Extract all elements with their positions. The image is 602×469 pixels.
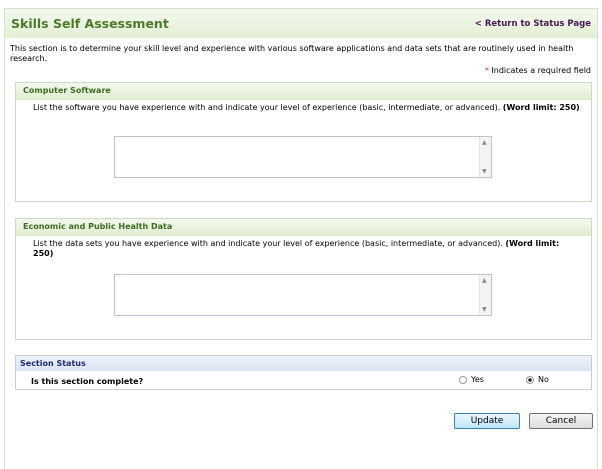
update-button[interactable]: Update <box>454 413 520 429</box>
radio-checked-icon[interactable] <box>526 375 534 384</box>
scroll-up-icon[interactable]: ▲ <box>482 139 487 146</box>
software-textarea[interactable]: ▲ ▼ <box>114 136 492 178</box>
section-title: Computer Software <box>16 83 591 100</box>
scrollbar[interactable]: ▲ ▼ <box>479 275 491 315</box>
required-note: * Indicates a required field <box>484 66 591 75</box>
radio-no[interactable]: No <box>526 375 549 384</box>
cancel-button[interactable]: Cancel <box>529 413 593 429</box>
return-to-status-link[interactable]: < Return to Status Page <box>474 19 591 29</box>
section-status: Section Status Is this section complete?… <box>15 355 592 390</box>
section-status-title: Section Status <box>16 356 591 371</box>
page-title: Skills Self Assessment <box>11 16 169 31</box>
section-description: List the data sets you have experience w… <box>33 239 560 258</box>
scroll-up-icon[interactable]: ▲ <box>482 277 487 284</box>
assessment-panel: Skills Self Assessment < Return to Statu… <box>4 8 598 469</box>
scroll-down-icon[interactable]: ▼ <box>482 306 487 313</box>
section-computer-software: Computer Software List the software you … <box>15 82 592 202</box>
scroll-down-icon[interactable]: ▼ <box>482 168 487 175</box>
radio-yes[interactable]: Yes <box>459 375 484 384</box>
data-sets-textarea[interactable]: ▲ ▼ <box>114 274 492 316</box>
section-description: List the software you have experience wi… <box>33 103 580 112</box>
radio-icon[interactable] <box>459 375 467 384</box>
section-title: Economic and Public Health Data <box>16 219 591 236</box>
intro-text: This section is to determine your skill … <box>10 44 574 63</box>
panel-header: Skills Self Assessment < Return to Statu… <box>5 9 597 38</box>
completion-question: Is this section complete? <box>31 377 144 386</box>
section-economic-data: Economic and Public Health Data List the… <box>15 218 592 340</box>
scrollbar[interactable]: ▲ ▼ <box>479 137 491 177</box>
